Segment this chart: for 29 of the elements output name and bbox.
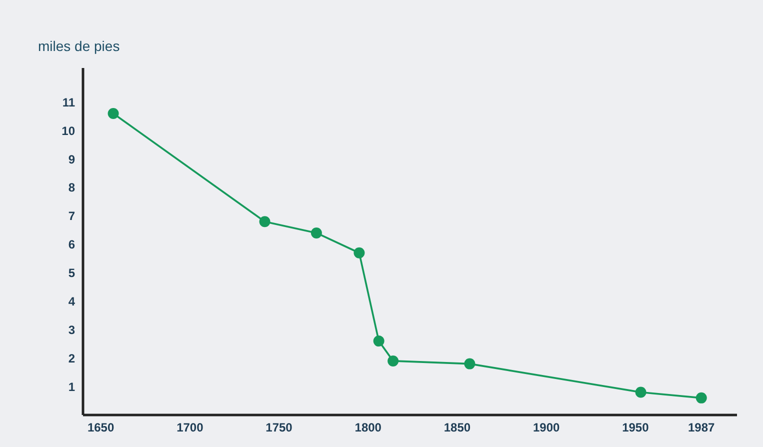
y-tick-label: 5 — [68, 266, 76, 280]
y-axis-title: miles de pies — [38, 38, 120, 54]
y-tick-label: 1 — [68, 380, 76, 394]
y-tick-label: 2 — [68, 351, 76, 366]
x-tick-label: 1750 — [266, 420, 293, 435]
x-tick-label: 1700 — [176, 420, 204, 435]
x-tick-label: 1650 — [87, 420, 114, 435]
y-tick-label: 4 — [68, 294, 76, 308]
point — [373, 336, 384, 347]
y-tick-label: 6 — [68, 238, 76, 252]
x-tick-label: 1987 — [688, 420, 716, 435]
point — [388, 355, 399, 366]
y-tick-label: 8 — [68, 180, 76, 195]
y-tick-label: 3 — [68, 322, 76, 337]
point — [464, 358, 476, 370]
point — [108, 108, 119, 120]
y-tick-label: 11 — [62, 95, 76, 110]
x-tick-label: 1800 — [354, 420, 382, 435]
point — [310, 227, 322, 238]
y-tick-label: 7 — [68, 209, 76, 224]
x-tick-label: 1850 — [444, 420, 471, 435]
point — [354, 247, 365, 258]
point — [259, 216, 270, 228]
point — [696, 392, 707, 404]
y-tick-label: 10 — [62, 124, 76, 138]
x-tick-label: 1900 — [532, 420, 560, 435]
y-tick-label: 9 — [68, 152, 76, 166]
point — [635, 386, 646, 398]
x-tick-label: 1950 — [622, 420, 650, 435]
